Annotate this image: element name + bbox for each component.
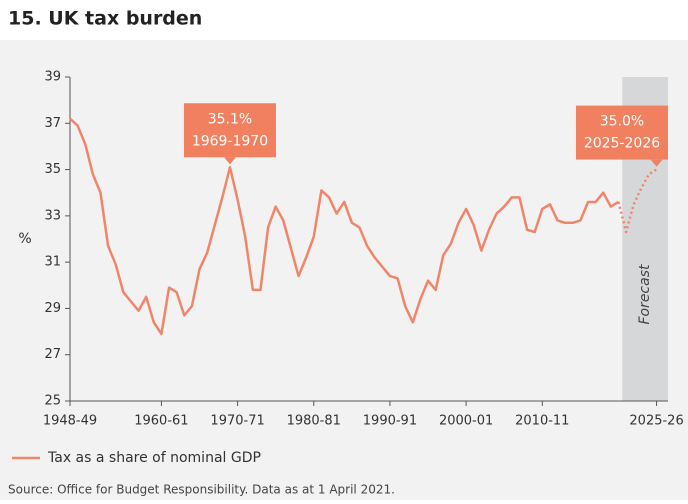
annotation-text: 2025-2026	[584, 136, 660, 152]
x-tick-label: 1948-49	[43, 414, 97, 429]
y-tick-label: 35	[44, 162, 61, 177]
panel	[0, 40, 688, 500]
annotation-box	[183, 103, 276, 158]
line-actual	[69, 117, 620, 336]
x-tick-label: 2010-11	[515, 414, 569, 429]
x-tick-label: 1960-61	[134, 414, 188, 429]
annotation-pointer	[223, 157, 236, 165]
source: Source: Office for Budget Responsibility…	[8, 483, 395, 497]
y-tick-label: 29	[44, 301, 61, 316]
x-tick-label: 1970-71	[210, 414, 264, 429]
y-tick-label: 27	[44, 347, 61, 362]
x-tick-label: 1990-91	[363, 414, 417, 429]
y-axis-label: %	[18, 231, 31, 247]
x-tick-label: 2025-26	[629, 414, 683, 429]
legend-label: Tax as a share of nominal GDP	[47, 450, 261, 466]
y-tick-label: 31	[44, 255, 61, 270]
y-tick-label: 37	[44, 116, 61, 131]
x-tick-label: 1980-81	[287, 414, 341, 429]
y-tick-label: 39	[44, 70, 61, 85]
annotation-text: 35.1%	[208, 111, 252, 127]
x-tick-label: 2000-01	[439, 414, 493, 429]
annotation-pointer	[650, 159, 663, 167]
line-forecast	[617, 168, 658, 234]
chart-title: 15. UK tax burden	[8, 8, 202, 30]
annotation: 35.0% 2025-2026	[576, 105, 668, 167]
annotation: 35.1% 1969-1970	[183, 103, 276, 165]
annotation-box	[576, 105, 668, 160]
annotation-text: 35.0%	[600, 114, 644, 130]
y-tick-label: 33	[44, 208, 61, 223]
annotation-text: 1969-1970	[192, 133, 268, 149]
y-tick-label: 25	[44, 394, 61, 409]
forecast-label: Forecast	[637, 264, 653, 325]
